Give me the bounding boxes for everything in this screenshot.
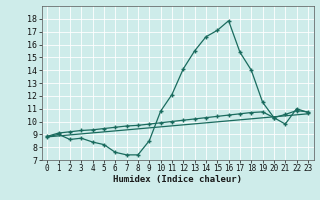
X-axis label: Humidex (Indice chaleur): Humidex (Indice chaleur) — [113, 175, 242, 184]
